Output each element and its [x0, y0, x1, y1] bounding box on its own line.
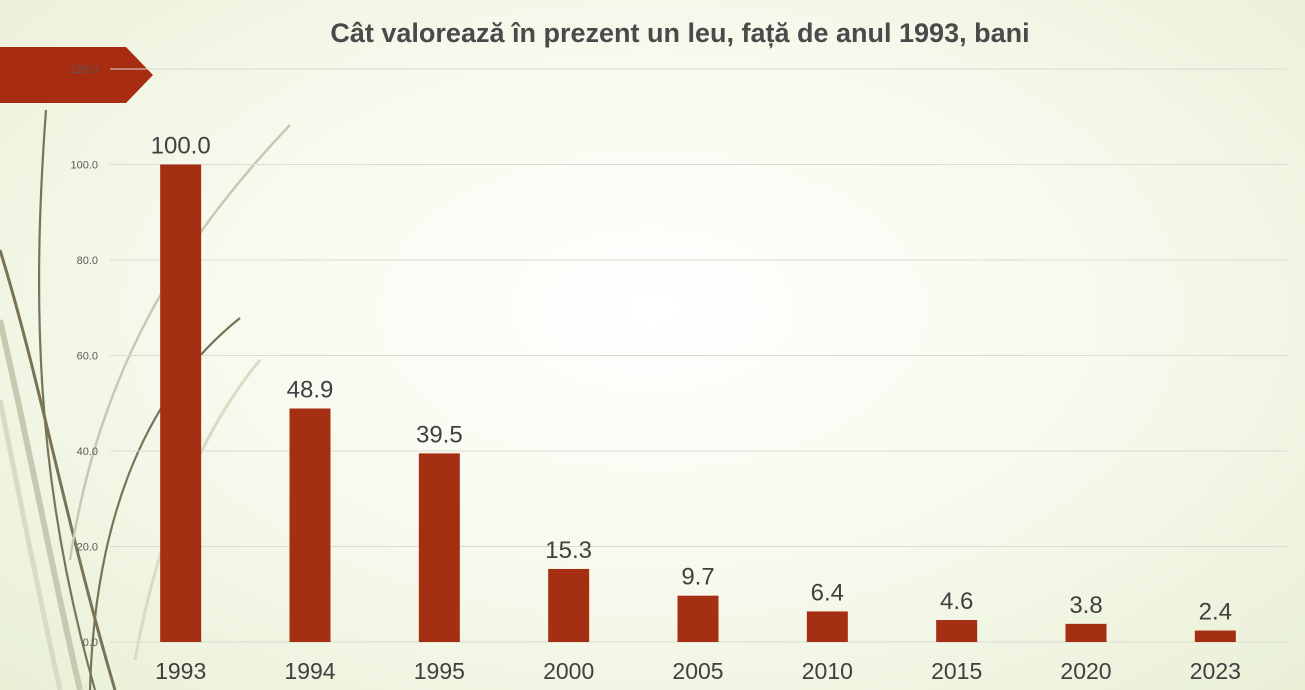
x-tick-label: 2015: [931, 658, 982, 684]
x-tick-label: 2000: [543, 658, 594, 684]
bar: [1065, 623, 1107, 642]
data-label: 4.6: [940, 588, 973, 615]
bar: [418, 453, 460, 642]
data-label: 48.9: [287, 377, 334, 404]
x-tick-label: 2010: [802, 658, 853, 684]
data-label: 2.4: [1199, 599, 1232, 626]
bar: [289, 408, 331, 642]
bar: [160, 164, 202, 642]
y-tick-label: 0.0: [83, 637, 98, 649]
data-label: 100.0: [151, 133, 211, 160]
title-arrow-shape: [0, 47, 153, 103]
bar: [1194, 630, 1236, 642]
x-tick-label: 2005: [672, 658, 723, 684]
bar: [548, 568, 590, 642]
data-label: 39.5: [416, 421, 463, 448]
stem-line: [0, 399, 63, 690]
bar: [677, 595, 719, 642]
data-label: 9.7: [681, 564, 714, 591]
chart-title: Cât valorează în prezent un leu, față de…: [330, 18, 1030, 48]
y-tick-label: 40.0: [77, 446, 98, 458]
y-tick-label: 60.0: [77, 351, 98, 363]
x-tick-label: 1994: [284, 658, 335, 684]
stem-line: [88, 317, 241, 690]
stem-line: [68, 124, 291, 561]
x-tick-label: 2023: [1190, 658, 1241, 684]
x-tick-label: 1995: [414, 658, 465, 684]
y-tick-label: 100.0: [70, 160, 98, 172]
stem-line: [0, 319, 83, 690]
stem-line: [0, 249, 117, 690]
y-tick-label: 120.0: [70, 64, 98, 76]
data-label: 15.3: [545, 537, 592, 564]
stem-line: [37, 109, 97, 690]
x-tick-label: 2020: [1060, 658, 1111, 684]
y-tick-label: 20.0: [77, 542, 98, 554]
bar: [806, 611, 848, 642]
y-tick-label: 80.0: [77, 255, 98, 267]
data-label: 6.4: [811, 579, 844, 606]
x-tick-label: 1993: [155, 658, 206, 684]
bar: [936, 620, 978, 642]
data-label: 3.8: [1069, 592, 1102, 619]
